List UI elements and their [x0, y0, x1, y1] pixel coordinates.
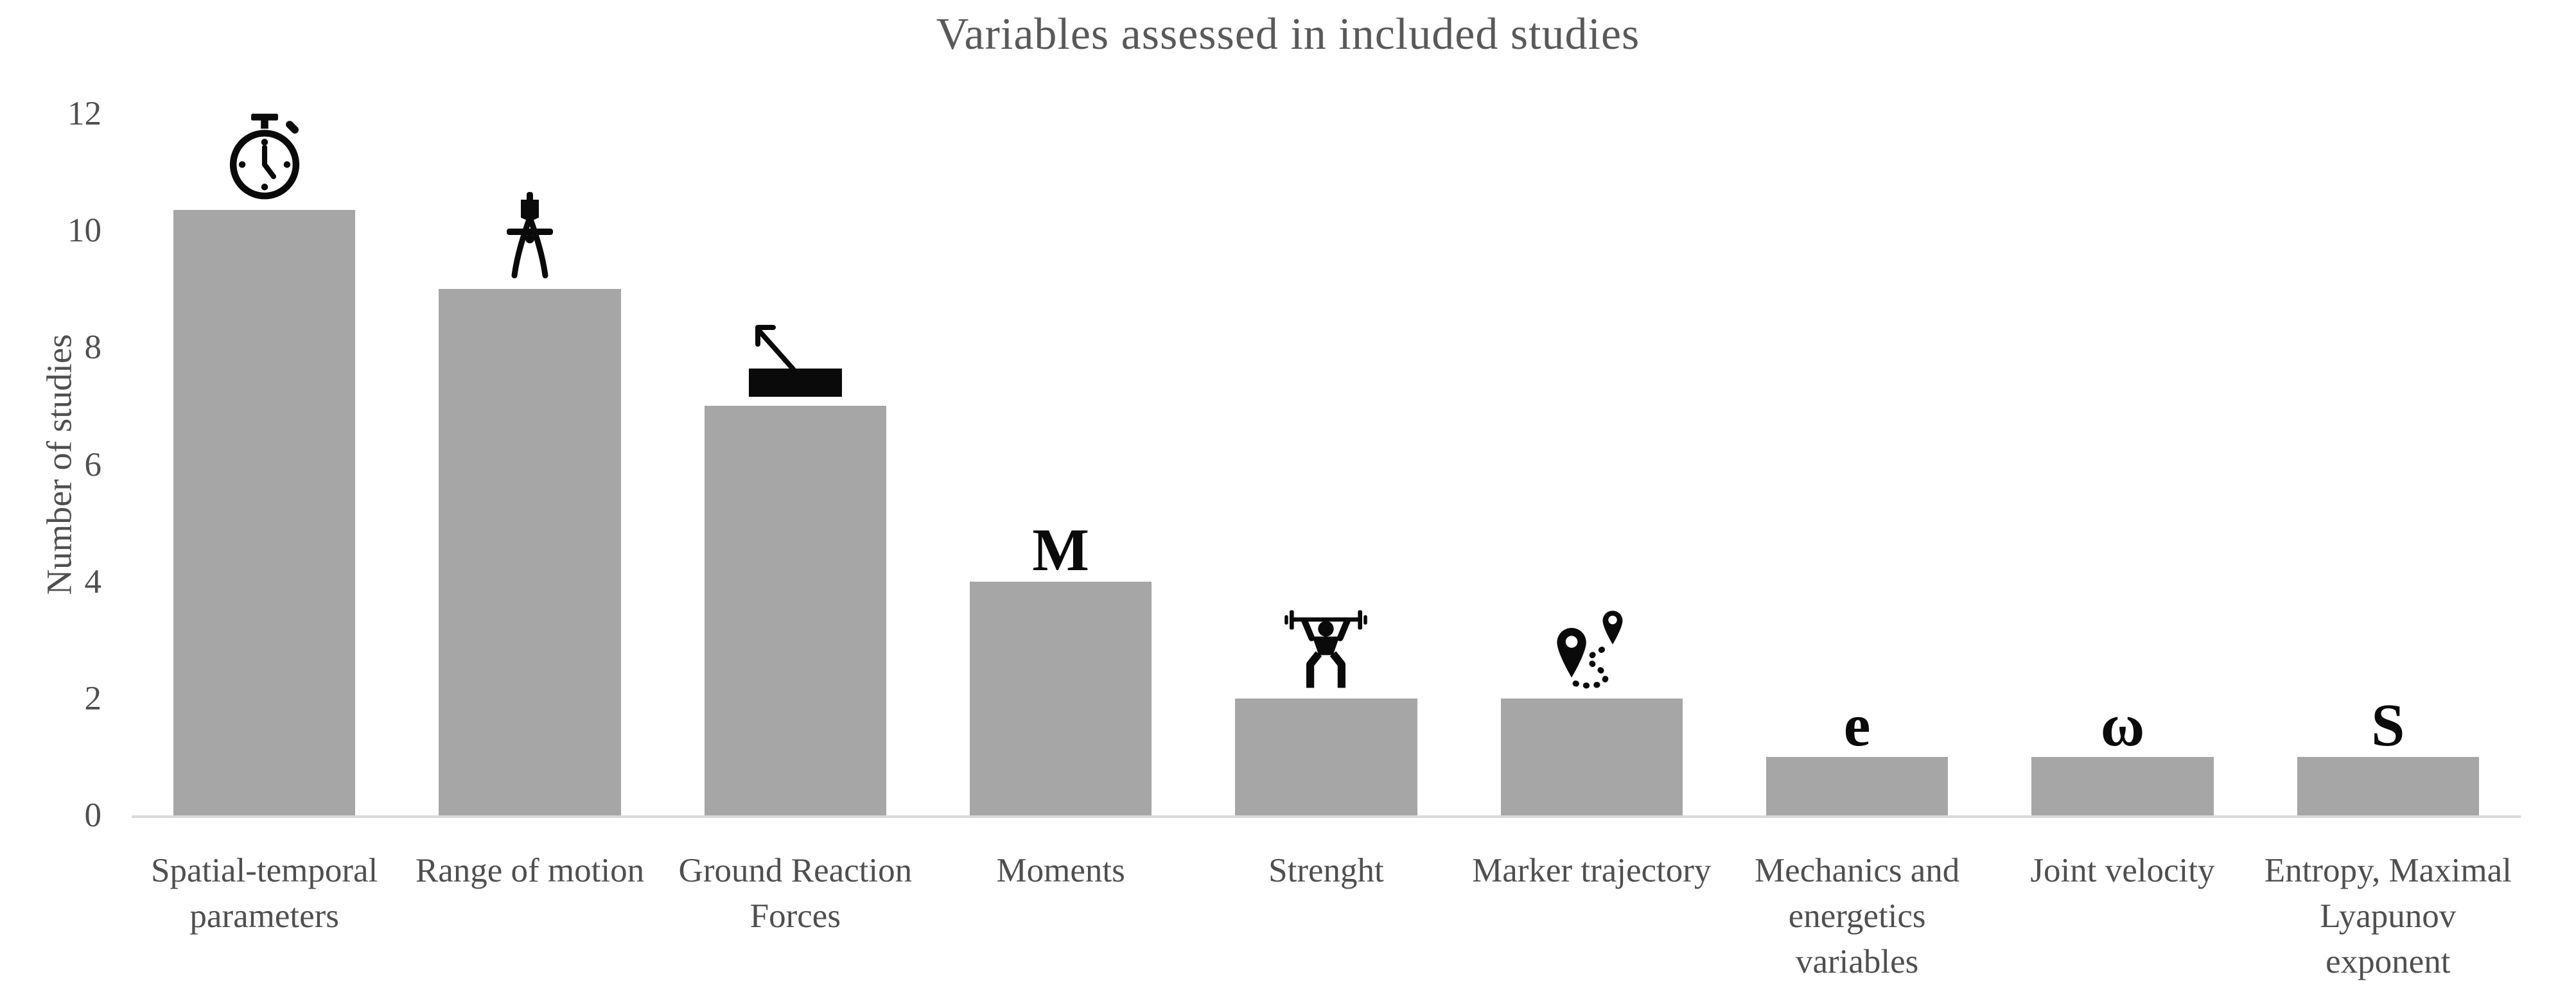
category-label: Joint velocity [2030, 852, 2215, 889]
bar-column [1459, 114, 1724, 815]
moment-letter-icon: M [1032, 516, 1090, 584]
bar-column: S [2256, 114, 2521, 815]
bar [2297, 756, 2479, 815]
bar-column: e [1724, 114, 1990, 815]
drafting-compass-icon [498, 191, 562, 282]
energetics-letter-icon-glyph: e [1843, 691, 1871, 759]
entropy-letter-icon-glyph: S [2371, 691, 2405, 759]
bar [704, 406, 886, 815]
chart-title: Variables assessed in included studies [936, 10, 1640, 59]
y-tick-label: 6 [84, 446, 102, 483]
bar [1235, 698, 1417, 815]
category-label: Mechanics and energetics variables [1754, 852, 1960, 981]
ground-reaction-force-icon [744, 317, 846, 399]
y-tick-label: 4 [84, 562, 102, 600]
stopwatch-icon [223, 114, 306, 204]
bar-column [1193, 114, 1459, 815]
bar [2031, 756, 2214, 815]
bar [439, 289, 621, 815]
category-label: Moments [996, 852, 1125, 889]
category-label: Strenght [1268, 852, 1384, 889]
bar [1500, 698, 1683, 815]
entropy-letter-icon: S [2371, 691, 2405, 759]
bar [970, 581, 1152, 815]
category-label: Marker trajectory [1472, 852, 1712, 889]
y-tick-label: 12 [67, 95, 101, 132]
x-axis-labels: Spatial-temporal parameters Range of moti… [132, 822, 2521, 985]
category-label: Entropy, Maximal Lyapunov exponent [2264, 852, 2512, 981]
marker-route-icon [1550, 606, 1633, 692]
weightlifter-icon [1283, 607, 1369, 692]
bar-column [132, 114, 397, 815]
bar [173, 210, 356, 815]
moment-letter-icon-glyph: M [1032, 516, 1090, 584]
bar [1766, 756, 1949, 815]
y-tick-label: 10 [67, 212, 101, 250]
omega-letter-icon: ω [2100, 691, 2145, 759]
category-label: Spatial-temporal parameters [151, 852, 378, 935]
category-label: Ground Reaction Forces [678, 852, 913, 935]
bar-column: M [928, 114, 1193, 815]
y-tick-label: 0 [84, 797, 102, 834]
category-label: Range of motion [415, 852, 645, 889]
y-axis-ticks: 0 2 4 6 8 10 12 [19, 97, 102, 833]
omega-letter-icon-glyph: ω [2100, 691, 2145, 759]
bar-column: ω [1990, 114, 2255, 815]
bar-column [397, 114, 662, 815]
y-tick-label: 8 [84, 329, 102, 367]
bar-column [663, 114, 928, 815]
y-tick-label: 2 [84, 679, 102, 717]
energetics-letter-icon: e [1843, 691, 1871, 759]
